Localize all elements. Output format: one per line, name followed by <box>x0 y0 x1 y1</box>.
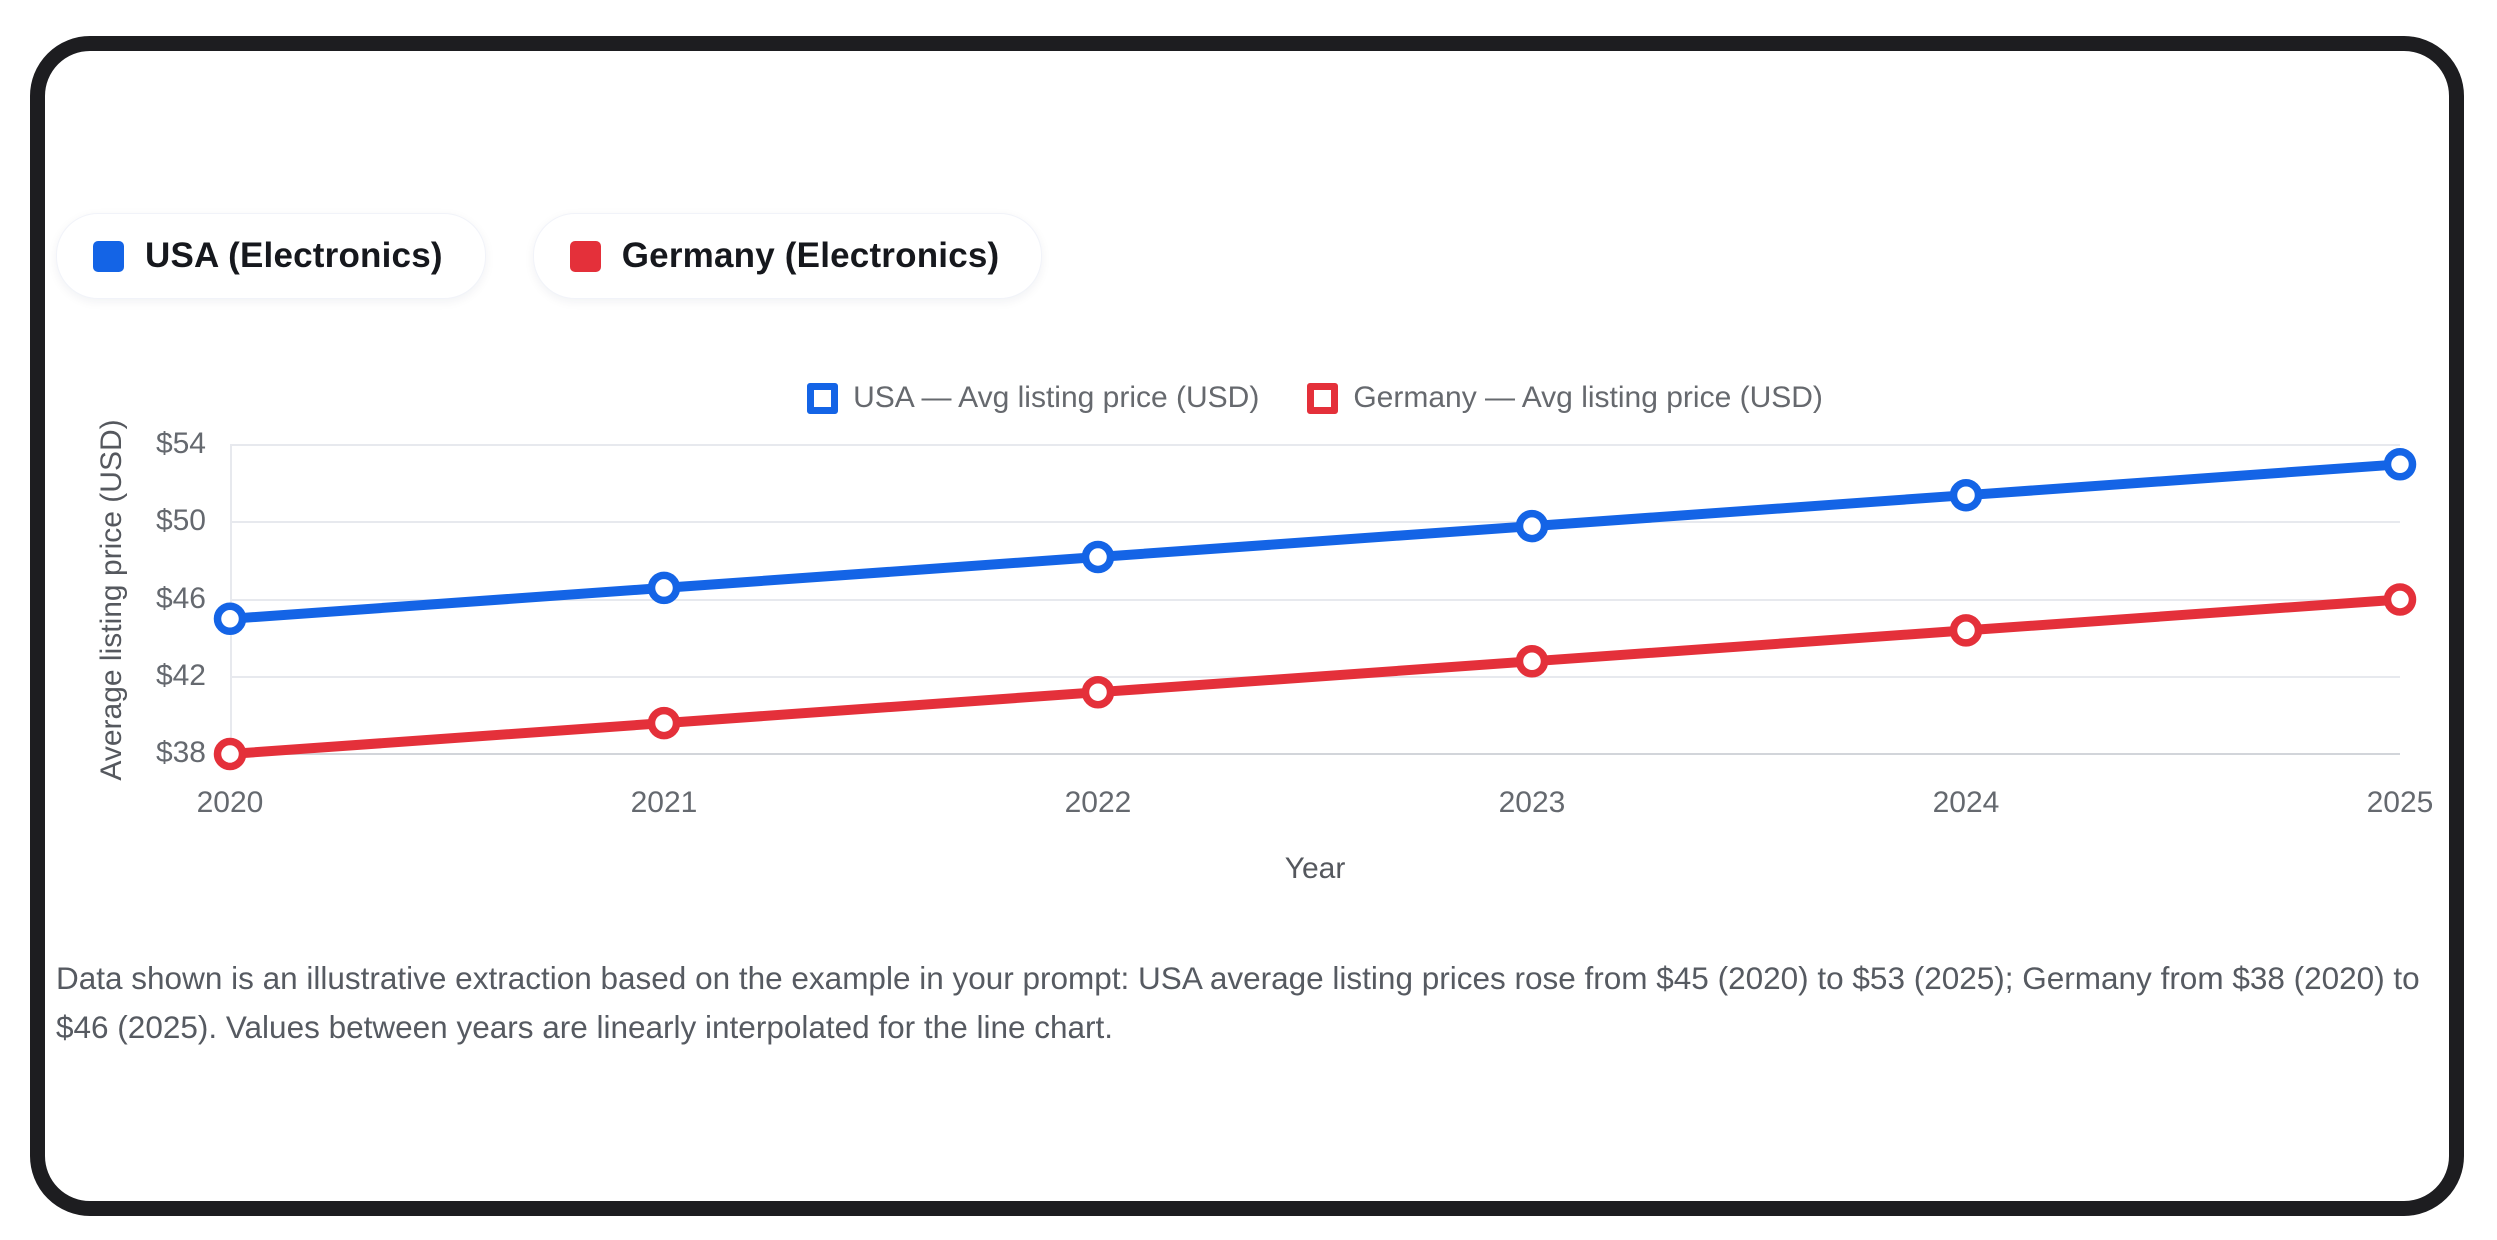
legend-swatch <box>807 382 839 414</box>
caption-text: Data shown is an illustrative extraction… <box>56 960 2420 1046</box>
legend-item-germany[interactable]: Germany — Avg listing price (USD) <box>1307 381 1823 415</box>
x-tick-label: 2025 <box>2366 786 2434 819</box>
legend-label: USA — Avg listing price (USD) <box>853 381 1260 414</box>
data-point[interactable] <box>2383 583 2417 616</box>
data-point[interactable] <box>213 602 247 636</box>
window-frame <box>30 36 2464 1216</box>
data-point[interactable] <box>1081 540 1115 574</box>
series-line <box>225 459 2405 624</box>
series-color-swatch <box>93 240 124 272</box>
data-point[interactable] <box>1515 509 1549 543</box>
x-tick-label: 2023 <box>1498 786 1566 819</box>
gridline-y <box>230 444 2400 446</box>
chart-series-layer <box>213 448 2417 771</box>
data-point[interactable] <box>1081 675 1115 709</box>
data-point[interactable] <box>1949 614 1983 647</box>
legend-swatch <box>1307 382 1339 414</box>
gridline-y <box>230 521 2400 524</box>
data-point[interactable] <box>1515 645 1549 678</box>
chart-legend: USA — Avg listing price (USD) Germany — A… <box>230 381 2400 415</box>
x-tick-label: 2020 <box>196 786 264 819</box>
series-chip-usa[interactable]: USA (Electronics) <box>56 213 486 299</box>
data-point[interactable] <box>647 706 681 740</box>
legend-label: Germany — Avg listing price (USD) <box>1353 381 1823 414</box>
gridline-y <box>230 598 2400 601</box>
series-line <box>225 594 2405 759</box>
y-tick-label: $38 <box>155 736 206 769</box>
y-axis-line <box>230 445 232 754</box>
series-color-swatch <box>569 240 601 272</box>
x-axis-line <box>230 753 2400 755</box>
plot-area[interactable] <box>213 444 2417 771</box>
x-tick-label: 2022 <box>1064 786 1132 819</box>
data-point[interactable] <box>647 571 681 605</box>
data-point[interactable] <box>2383 448 2417 481</box>
legend-item-usa[interactable]: USA — Avg listing price (USD) <box>807 381 1259 415</box>
series-chip-germany[interactable]: Germany (Electronics) <box>532 213 1043 299</box>
series-chip-label: USA (Electronics) <box>145 236 443 275</box>
series-chip-label: Germany (Electronics) <box>621 236 1000 275</box>
data-point[interactable] <box>1949 478 1983 512</box>
y-tick-label: $42 <box>155 658 206 692</box>
y-tick-label: $54 <box>155 427 206 460</box>
x-tick-label: 2024 <box>1932 786 2000 819</box>
y-tick-label: $46 <box>155 581 206 615</box>
x-axis-title: Year <box>1284 852 1346 885</box>
x-tick-label: 2021 <box>630 786 698 819</box>
y-tick-label: $50 <box>155 504 206 538</box>
series-chip-row: USA (Electronics) Germany (Electronics) <box>56 213 1043 299</box>
data-point[interactable] <box>213 737 247 771</box>
